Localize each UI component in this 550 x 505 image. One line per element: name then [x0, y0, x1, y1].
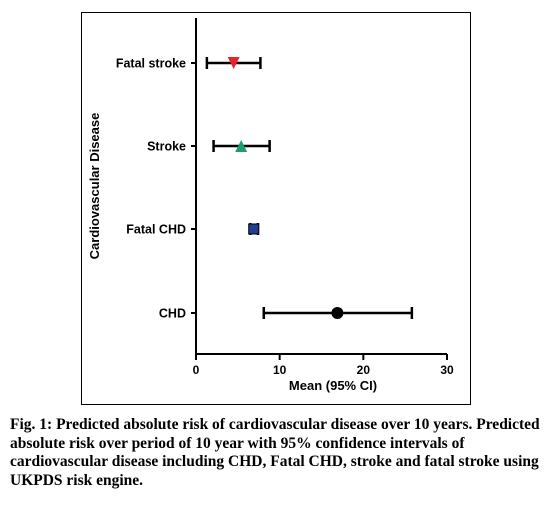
x-tick-label: 0: [193, 363, 200, 377]
y-axis-title: Cardiovascular Disease: [87, 113, 102, 260]
y-tick-label: Stroke: [147, 140, 186, 154]
data-point-marker: [248, 223, 260, 235]
y-tick-label: Fatal stroke: [116, 57, 186, 71]
data-point-group: [212, 140, 271, 152]
x-tick-label: 10: [273, 363, 287, 377]
data-point-group: [262, 307, 414, 319]
figure-frame: [81, 12, 471, 405]
data-point-group: [205, 57, 262, 69]
data-point-group: [248, 223, 260, 235]
figure-caption: Fig. 1: Predicted absolute risk of cardi…: [10, 416, 540, 490]
x-axis-title: Mean (95% CI): [289, 378, 377, 393]
caption-label: Fig. 1:: [10, 416, 53, 433]
x-tick-label: 20: [357, 363, 371, 377]
y-tick-label: Fatal CHD: [126, 223, 186, 237]
plot-marks: [205, 57, 414, 319]
x-tick-label: 30: [440, 363, 454, 377]
forest-plot: 0 10 20 30 Fatal stroke Stroke Fatal CHD CHD Me…: [87, 18, 454, 393]
data-point-marker: [227, 57, 240, 69]
axes: 0 10 20 30 Fatal stroke Stroke Fatal CHD CHD: [116, 18, 454, 377]
data-point-marker: [331, 307, 344, 319]
data-point-marker: [235, 140, 248, 152]
caption-text: Predicted absolute risk of cardiovascula…: [10, 416, 540, 489]
y-tick-label: CHD: [159, 307, 186, 321]
